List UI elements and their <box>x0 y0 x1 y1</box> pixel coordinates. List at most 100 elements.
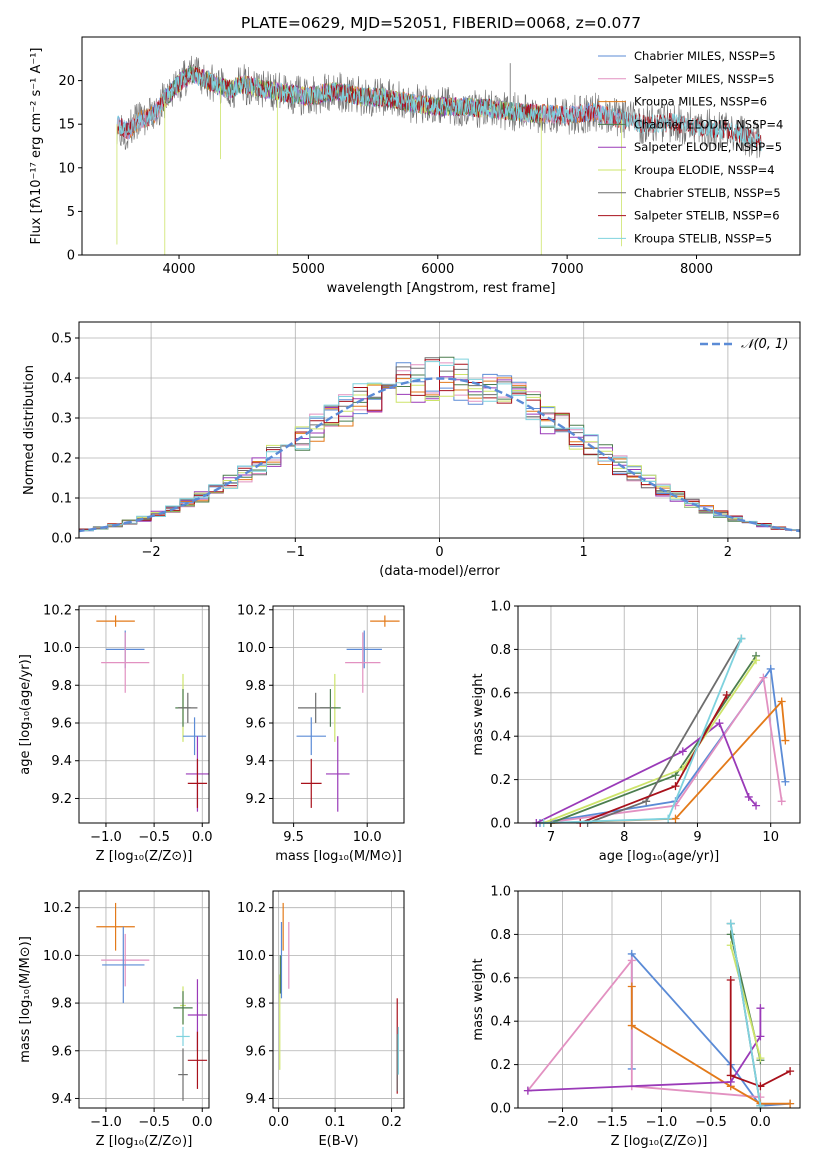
y-tick-label: 0.4 <box>490 1015 511 1030</box>
histogram-series <box>79 358 800 534</box>
histogram-steps <box>79 356 800 534</box>
x-tick-label: 5000 <box>292 262 325 277</box>
y-tick-label: 9.8 <box>245 679 266 694</box>
y-tick-label: 0.1 <box>51 492 72 507</box>
legend-entry: Salpeter MILES, NSSP=5 <box>634 72 775 86</box>
weight-series-line <box>543 638 743 824</box>
y-tick-label: 10.0 <box>237 949 266 964</box>
weight-point-marker <box>671 782 680 791</box>
residual-histogram-panel: −2 −1 0 1 2 0.0 0.1 0.2 0.3 0.4 0.5 (data-model)/er… <box>22 321 801 579</box>
y-tick-label: 9.4 <box>51 1092 72 1107</box>
x-tick-label: 1 <box>580 545 588 560</box>
weight-point-marker <box>766 664 775 673</box>
y-tick-label: 9.8 <box>51 997 72 1012</box>
legend-entry: Kroupa ELODIE, NSSP=4 <box>634 163 775 177</box>
x-tick-label: −1.0 <box>646 1115 678 1130</box>
weight-point-marker <box>786 1099 795 1108</box>
x-axis-label: Z [log₁₀(Z/Z⊙)] <box>96 1134 193 1149</box>
plot-frame <box>272 890 405 1109</box>
y-axis-label: Normed distribution <box>22 365 37 495</box>
weight-point-marker <box>744 792 753 801</box>
y-tick-label: 9.2 <box>245 792 266 807</box>
weight-series-line <box>729 923 762 1106</box>
y-tick-label: 9.4 <box>245 1092 266 1107</box>
x-tick-label: −1.0 <box>90 1115 122 1130</box>
weight-vs-age-panel: 7 8 9 10 0.0 0.2 0.4 0.6 0.8 1.0 age [log₁₀(age/yr… <box>471 600 801 864</box>
y-tick-label: 9.6 <box>51 716 72 731</box>
legend-entry: Chabrier STELIB, NSSP=5 <box>634 186 781 200</box>
weight-point-marker <box>737 634 746 643</box>
weight-point-marker <box>752 656 761 665</box>
x-tick-label: 0.1 <box>325 1115 346 1130</box>
y-tick-label: 0.2 <box>490 1058 511 1073</box>
x-axis-label: mass [log₁₀(M/M⊙)] <box>275 849 402 864</box>
x-axis-label: Z [log₁₀(Z/Z⊙)] <box>611 1134 708 1149</box>
age-vs-metallicity-panel: −1.0 −0.5 0.0 9.2 9.4 9.6 9.8 10.0 10.2 Z [log₁₀(… <box>18 603 213 864</box>
x-tick-label: 7 <box>547 830 555 845</box>
y-tick-label: 9.6 <box>245 1044 266 1059</box>
weight-point-marker <box>678 747 687 756</box>
x-tick-label: −1.0 <box>90 830 122 845</box>
spectrum-panel: 4000 5000 6000 7000 8000 0 5 10 15 20 wavelength [… <box>29 14 801 296</box>
weight-point-marker <box>664 814 673 823</box>
weight-series-line <box>527 1008 762 1092</box>
x-tick-label: −1 <box>286 545 305 560</box>
legend-entry: Kroupa STELIB, NSSP=5 <box>634 231 772 245</box>
y-tick-label: 0.0 <box>51 532 72 547</box>
y-tick-label: 0.0 <box>490 1102 511 1117</box>
weight-point-marker <box>777 797 786 806</box>
weight-series-line <box>535 721 757 824</box>
x-tick-label: 0.0 <box>192 1115 213 1130</box>
legend-entry: Salpeter STELIB, NSSP=6 <box>634 209 780 223</box>
weight-point-marker <box>752 801 761 810</box>
y-axis-label: Flux [fλ10⁻¹⁷ erg cm⁻² s⁻¹ A⁻¹] <box>29 48 44 245</box>
plot-frame <box>81 36 801 256</box>
weight-point-marker <box>671 814 680 823</box>
weight-point-marker <box>726 919 735 928</box>
mass-vs-metallicity-panel: −1.0 −0.5 0.0 9.4 9.6 9.8 10.0 10.2 Z [log₁₀(Z/Z… <box>18 890 213 1149</box>
weight-point-marker <box>627 982 636 991</box>
weight-point-marker <box>715 719 724 728</box>
y-axis-label: mass [log₁₀(M/M⊙)] <box>18 936 33 1063</box>
weight-point-marker <box>759 673 768 682</box>
x-axis-label: age [log₁₀(age/yr)] <box>599 849 720 864</box>
y-tick-label: 9.8 <box>245 997 266 1012</box>
weight-point-marker <box>642 797 651 806</box>
x-axis-label: Z [log₁₀(Z/Z⊙)] <box>96 849 193 864</box>
weight-point-marker <box>627 956 636 965</box>
y-tick-label: 10.2 <box>237 901 266 916</box>
y-tick-label: 0.2 <box>490 773 511 788</box>
y-tick-label: 1.0 <box>490 885 511 900</box>
y-tick-label: 10.2 <box>43 901 72 916</box>
y-tick-label: 9.6 <box>245 716 266 731</box>
y-tick-label: 10 <box>58 161 75 176</box>
y-tick-label: 9.2 <box>51 792 72 807</box>
x-tick-label: 0.0 <box>268 1115 289 1130</box>
legend-entry: 𝒩(0, 1) <box>741 337 788 352</box>
weight-point-marker <box>726 1071 735 1080</box>
x-tick-label: 0.0 <box>192 830 213 845</box>
y-tick-label: 5 <box>67 205 75 220</box>
x-tick-label: 7000 <box>551 262 584 277</box>
y-tick-label: 0.8 <box>490 643 511 658</box>
y-tick-label: 15 <box>58 118 75 133</box>
chart-title: PLATE=0629, MJD=52051, FIBERID=0068, z=0… <box>241 14 641 32</box>
age-vs-mass-panel: 9.5 10.0 9.2 9.4 9.6 9.8 10.0 10.2 mass [log₁₀(M… <box>237 603 405 864</box>
y-tick-label: 9.4 <box>245 754 266 769</box>
x-axis-label: (data-model)/error <box>379 564 500 579</box>
x-tick-label: 0.2 <box>381 1115 402 1130</box>
y-tick-label: 10.0 <box>43 949 72 964</box>
x-tick-label: 0.0 <box>750 1115 771 1130</box>
y-tick-label: 20 <box>58 74 75 89</box>
x-tick-label: −2 <box>142 545 161 560</box>
y-tick-label: 0.2 <box>51 452 72 467</box>
gaussian-reference-curve <box>79 377 800 533</box>
weight-point-marker <box>726 930 735 939</box>
x-tick-label: −0.5 <box>138 830 170 845</box>
model-spectrum-line <box>116 66 762 152</box>
weight-series-line <box>729 980 791 1088</box>
x-tick-label: 9.5 <box>283 830 304 845</box>
weight-point-marker <box>722 690 731 699</box>
y-tick-label: 9.4 <box>51 754 72 769</box>
